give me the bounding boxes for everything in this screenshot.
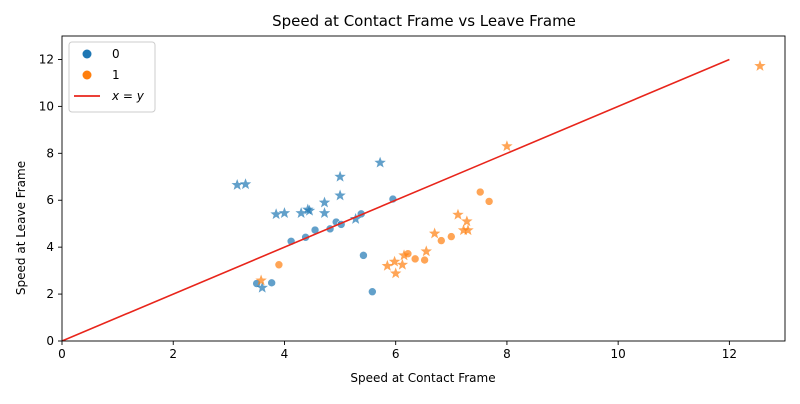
point-star-series-1	[255, 274, 267, 286]
point-star-series-1	[381, 259, 394, 271]
y-tick-label: 6	[46, 193, 54, 207]
legend-label: 0	[112, 47, 120, 61]
plot-area	[62, 58, 766, 341]
point-circle-series-1	[475, 187, 485, 197]
point-circle-series-1	[484, 197, 494, 206]
point-star-series-1	[754, 60, 766, 71]
point-circle-series-1	[447, 232, 456, 241]
point-star-series-1	[420, 245, 432, 257]
point-circle-series-1	[274, 260, 284, 270]
x-tick-label: 0	[58, 347, 66, 361]
series-0	[231, 156, 398, 297]
point-star-series-0	[231, 178, 243, 190]
plot-inner	[62, 58, 766, 341]
point-star-series-0	[318, 207, 331, 218]
point-circle-series-1	[436, 236, 446, 245]
x-axis-label: Speed at Contact Frame	[350, 371, 495, 385]
legend-box	[68, 41, 156, 113]
point-star-series-0	[334, 189, 346, 201]
point-star-series-0	[334, 170, 346, 182]
point-star-series-1	[396, 258, 409, 270]
point-star-series-1	[457, 224, 470, 236]
y-tick-label: 8	[46, 146, 54, 160]
chart-title: Speed at Contact Frame vs Leave Frame	[272, 12, 576, 30]
point-star-series-0	[256, 281, 268, 293]
point-circle-series-0	[267, 278, 276, 288]
point-star-series-0	[318, 196, 331, 208]
point-star-series-1	[452, 208, 464, 220]
y-tick-label: 12	[39, 52, 54, 66]
point-star-series-0	[239, 178, 252, 190]
point-circle-series-0	[359, 251, 368, 260]
point-star-series-0	[295, 207, 307, 218]
legend: 0 1 x = y	[68, 41, 156, 113]
legend-label: x = y	[111, 89, 145, 103]
point-star-series-0	[278, 207, 291, 218]
identity-line	[62, 58, 730, 341]
point-circle-series-1	[410, 254, 420, 264]
y-tick-label: 2	[46, 287, 54, 301]
point-star-series-0	[270, 208, 282, 220]
y-axis-label: Speed at Leave Frame	[14, 161, 28, 295]
point-star-series-1	[462, 224, 474, 236]
x-tick-label: 4	[281, 347, 289, 361]
point-star-series-0	[349, 213, 362, 224]
point-star-series-1	[501, 140, 513, 152]
point-star-series-1	[428, 227, 441, 239]
x-tick-label: 2	[169, 347, 177, 361]
series-1	[255, 60, 766, 286]
y-tick-label: 4	[46, 240, 54, 254]
point-star-series-0	[374, 156, 386, 168]
legend-label: 1	[112, 68, 120, 82]
point-circle-series-0	[368, 287, 377, 297]
point-star-series-1	[461, 215, 473, 227]
point-star-series-1	[389, 267, 402, 279]
y-tick-label: 10	[39, 99, 54, 113]
point-star-series-0	[303, 204, 316, 216]
x-tick-label: 10	[611, 347, 626, 361]
point-star-series-1	[398, 249, 410, 261]
point-circle-series-1	[420, 255, 429, 265]
x-tick-label: 8	[503, 347, 511, 361]
legend-marker	[82, 70, 92, 80]
y-tick-label: 0	[46, 334, 54, 348]
plot-frame	[61, 35, 786, 342]
legend-marker	[82, 49, 92, 59]
x-tick-label: 6	[392, 347, 400, 361]
x-tick-label: 12	[722, 347, 737, 361]
point-star-series-1	[388, 255, 401, 267]
